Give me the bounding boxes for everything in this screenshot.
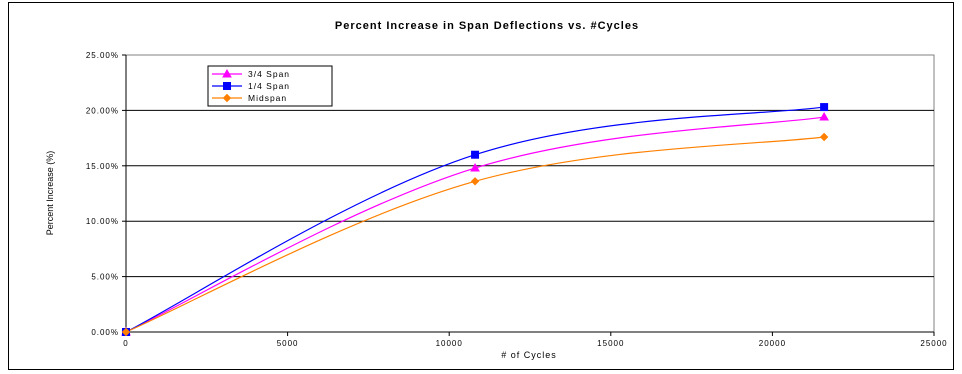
legend-marker-1-4-span xyxy=(223,82,231,90)
legend-label-1-4-span: 1/4 Span xyxy=(248,81,290,91)
chart-frame: Percent Increase in Span Deflections vs.… xyxy=(8,2,954,370)
y-tick-label: 20.00% xyxy=(86,106,119,115)
y-tick-label: 25.00% xyxy=(86,51,119,60)
data-point-3-4-span xyxy=(819,112,829,121)
data-point-1-4-span xyxy=(471,150,480,159)
line-chart: Percent Increase in Span Deflections vs.… xyxy=(45,20,947,360)
series-line-1-4-span xyxy=(125,106,825,333)
series-line-3-4-span xyxy=(125,116,825,333)
y-tick-label: 15.00% xyxy=(86,162,119,171)
x-axis-label: # of Cycles xyxy=(501,350,557,360)
x-axis-ticks: 0 5000 10000 15000 20000 25000 xyxy=(123,331,947,348)
chart-title: Percent Increase in Span Deflections vs.… xyxy=(335,20,639,32)
x-tick-label: 10000 xyxy=(436,339,463,348)
y-tick-label: 10.00% xyxy=(86,217,119,226)
legend-marker-midspan xyxy=(222,93,232,103)
x-tick-label: 0 xyxy=(123,339,128,348)
data-point-midspan xyxy=(470,177,480,186)
legend-label-3-4-span: 3/4 Span xyxy=(248,69,290,79)
x-tick-label: 5000 xyxy=(277,339,299,348)
data-point-1-4-span xyxy=(820,103,829,112)
data-point-3-4-span xyxy=(470,163,480,172)
y-axis-label: Percent Increase (%) xyxy=(45,151,55,236)
gridlines xyxy=(126,109,934,278)
series-markers xyxy=(121,103,829,337)
legend-marker-3-4-span xyxy=(222,68,232,78)
legend: 3/4 Span 1/4 Span Midspan xyxy=(207,65,333,107)
series-lines xyxy=(125,106,825,333)
x-tick-label: 25000 xyxy=(920,339,947,348)
data-point-midspan xyxy=(819,132,829,142)
y-tick-label: 0.00% xyxy=(91,328,119,337)
data-point-midspan xyxy=(121,327,131,337)
x-tick-label: 20000 xyxy=(759,339,786,348)
y-axis-ticks: 0.00% 5.00% 10.00% 15.00% 20.00% 25.00% xyxy=(86,51,127,337)
legend-label-midspan: Midspan xyxy=(248,93,287,103)
x-tick-label: 15000 xyxy=(597,339,624,348)
y-tick-label: 5.00% xyxy=(91,273,119,282)
